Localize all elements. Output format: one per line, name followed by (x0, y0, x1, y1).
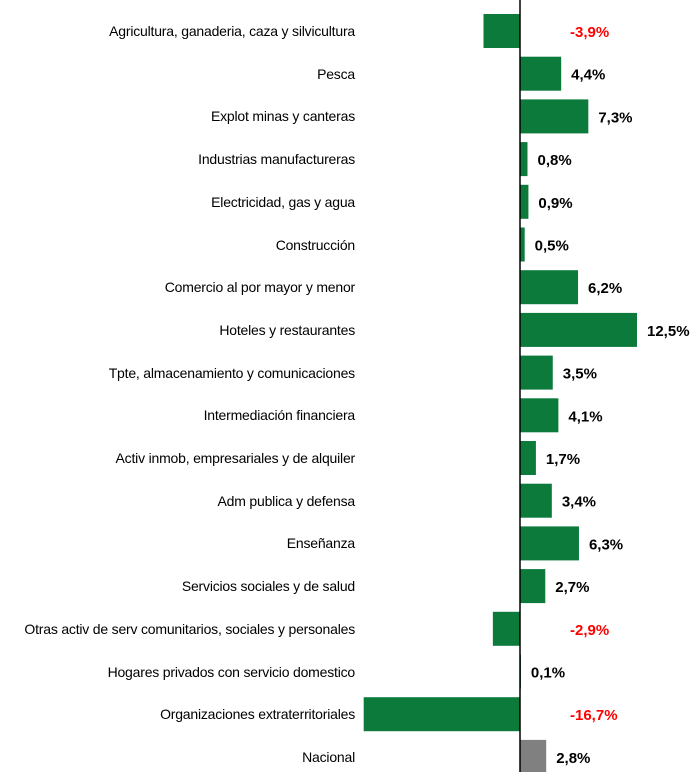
value-label: 0,8% (537, 152, 571, 169)
value-label: 0,1% (531, 664, 565, 681)
value-label: -2,9% (570, 622, 609, 639)
value-label: 3,4% (562, 494, 596, 511)
category-label: Intermediación financiera (203, 407, 356, 424)
value-label: 0,9% (538, 195, 572, 212)
category-label: Adm publica y defensa (217, 492, 356, 509)
value-label: 1,7% (546, 451, 580, 468)
bar (363, 697, 520, 732)
value-label: 2,7% (555, 579, 589, 596)
category-label: Construcción (275, 236, 356, 253)
value-label: 0,5% (535, 237, 569, 254)
bar (520, 227, 525, 262)
value-label: 2,8% (556, 750, 590, 767)
value-label: 7,3% (598, 109, 632, 126)
value-label: 6,2% (588, 280, 622, 297)
value-label: 4,4% (571, 67, 605, 84)
bar (520, 270, 579, 305)
value-label: -16,7% (570, 707, 618, 724)
bar (520, 312, 637, 347)
category-label: Agricultura, ganaderia, caza y silvicult… (109, 23, 355, 39)
bar (520, 526, 579, 561)
category-label: Comercio al por mayor y menor (164, 279, 355, 296)
bar (520, 184, 529, 219)
value-label: 3,5% (563, 366, 597, 383)
category-label: Enseñanza (286, 535, 355, 552)
category-label: Otras activ de serv comunitarios, social… (24, 620, 355, 637)
category-label: Electricidad, gas y agua (211, 193, 355, 210)
bar (520, 441, 536, 475)
bar (520, 56, 562, 91)
category-label: Hogares privados con servicio domestico (107, 663, 356, 680)
bar (520, 569, 546, 604)
category-label: Nacional (302, 748, 355, 765)
category-label: Pesca (317, 65, 355, 82)
bar (520, 398, 559, 433)
value-label: 12,5% (647, 323, 690, 340)
value-label: 6,3% (589, 536, 623, 553)
value-label: 4,1% (568, 408, 602, 425)
bar (520, 483, 552, 518)
bar (520, 355, 553, 390)
bar (492, 611, 520, 646)
value-label: -3,9% (570, 24, 609, 41)
category-label: Servicios sociales y de salud (181, 578, 355, 595)
bar (520, 739, 547, 772)
category-label: Explot minas y canteras (210, 108, 355, 125)
category-label: Organizaciones extraterritoriales (160, 706, 355, 723)
bar (520, 99, 589, 134)
bar (483, 14, 520, 48)
category-label: Activ inmob, empresariales y de alquiler (115, 450, 356, 466)
category-label: Tpte, almacenamiento y comunicaciones (108, 364, 355, 381)
bar (520, 142, 528, 177)
category-label: Industrias manufactureras (198, 151, 355, 168)
category-label: Hoteles y restaurantes (219, 321, 355, 338)
